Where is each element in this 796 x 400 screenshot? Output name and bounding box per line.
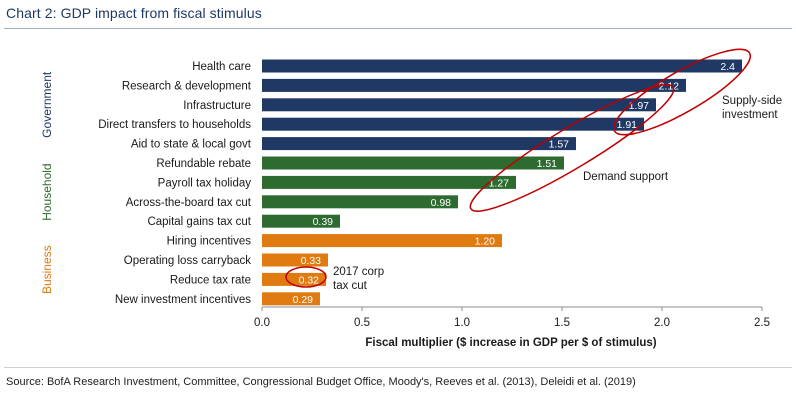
bar-10	[262, 253, 328, 267]
category-label-3: Direct transfers to households	[98, 119, 251, 131]
x-tick-label-3: 1.5	[554, 317, 570, 329]
annotation-text-0-0: Supply-side	[722, 95, 782, 107]
value-label-8: 0.39	[313, 216, 334, 228]
category-label-2: Infrastructure	[183, 100, 251, 112]
source-divider	[4, 367, 792, 368]
annotation-ellipse-demand-support	[469, 84, 675, 212]
value-label-11: 0.32	[299, 274, 320, 286]
bar-11	[262, 272, 326, 286]
bar-9	[262, 234, 502, 248]
category-label-6: Payroll tax holiday	[158, 177, 252, 189]
bar-8	[262, 214, 340, 228]
bar-3	[262, 117, 644, 131]
group-label-government: Government	[40, 71, 54, 138]
bar-7	[262, 195, 458, 209]
category-label-1: Research & development	[122, 80, 252, 92]
group-label-household: Household	[40, 163, 54, 220]
x-tick-label-5: 2.5	[754, 317, 770, 329]
category-label-9: Hiring incentives	[167, 236, 252, 248]
value-label-7: 0.98	[431, 197, 452, 209]
value-label-6: 1.27	[489, 177, 510, 189]
bar-12	[262, 292, 320, 306]
source-note: Source: BofA Research Investment, Commit…	[6, 376, 636, 388]
annotation-text-1-0: Demand support	[583, 171, 669, 183]
value-label-4: 1.57	[549, 139, 570, 151]
bar-5	[262, 156, 564, 170]
category-label-10: Operating loss carryback	[124, 255, 251, 267]
annotation-ellipse-supply-side	[612, 48, 752, 136]
bar-2	[262, 98, 656, 112]
value-label-5: 1.51	[537, 158, 558, 170]
value-label-3: 1.91	[617, 119, 638, 131]
bar-1	[262, 78, 686, 92]
category-label-4: Aid to state & local govt	[131, 139, 252, 151]
value-label-2: 1.97	[629, 100, 650, 112]
bar-4	[262, 137, 576, 151]
value-label-1: 2.12	[659, 80, 680, 92]
x-tick-label-2: 1.0	[454, 317, 470, 329]
annotation-ellipse-corp-tax-cut	[285, 266, 327, 288]
x-tick-label-1: 0.5	[354, 317, 370, 329]
category-label-0: Health care	[192, 61, 251, 73]
value-label-10: 0.33	[301, 255, 322, 267]
group-label-business: Business	[40, 245, 54, 294]
value-label-9: 1.20	[475, 236, 496, 248]
category-label-5: Refundable rebate	[156, 158, 251, 170]
annotation-text-2-0: 2017 corp	[333, 266, 384, 278]
chart-title: Chart 2: GDP impact from fiscal stimulus	[6, 5, 262, 21]
category-label-7: Across-the-board tax cut	[126, 197, 252, 209]
x-tick-label-4: 2.0	[654, 317, 670, 329]
annotation-text-0-1: investment	[722, 109, 778, 121]
bar-0	[262, 59, 742, 73]
category-label-8: Capital gains tax cut	[147, 216, 251, 228]
title-divider	[4, 28, 792, 29]
category-label-12: New investment incentives	[115, 294, 251, 306]
x-tick-label-0: 0.0	[254, 317, 270, 329]
value-label-0: 2.4	[720, 61, 735, 73]
category-label-11: Reduce tax rate	[170, 274, 251, 286]
bar-6	[262, 175, 516, 189]
bar-chart: Health care 2.4 Research & development 2.12…	[40, 48, 782, 349]
annotation-text-2-1: tax cut	[333, 280, 368, 292]
x-axis-title: Fiscal multiplier ($ increase in GDP per…	[365, 337, 656, 349]
value-label-12: 0.29	[293, 294, 314, 306]
